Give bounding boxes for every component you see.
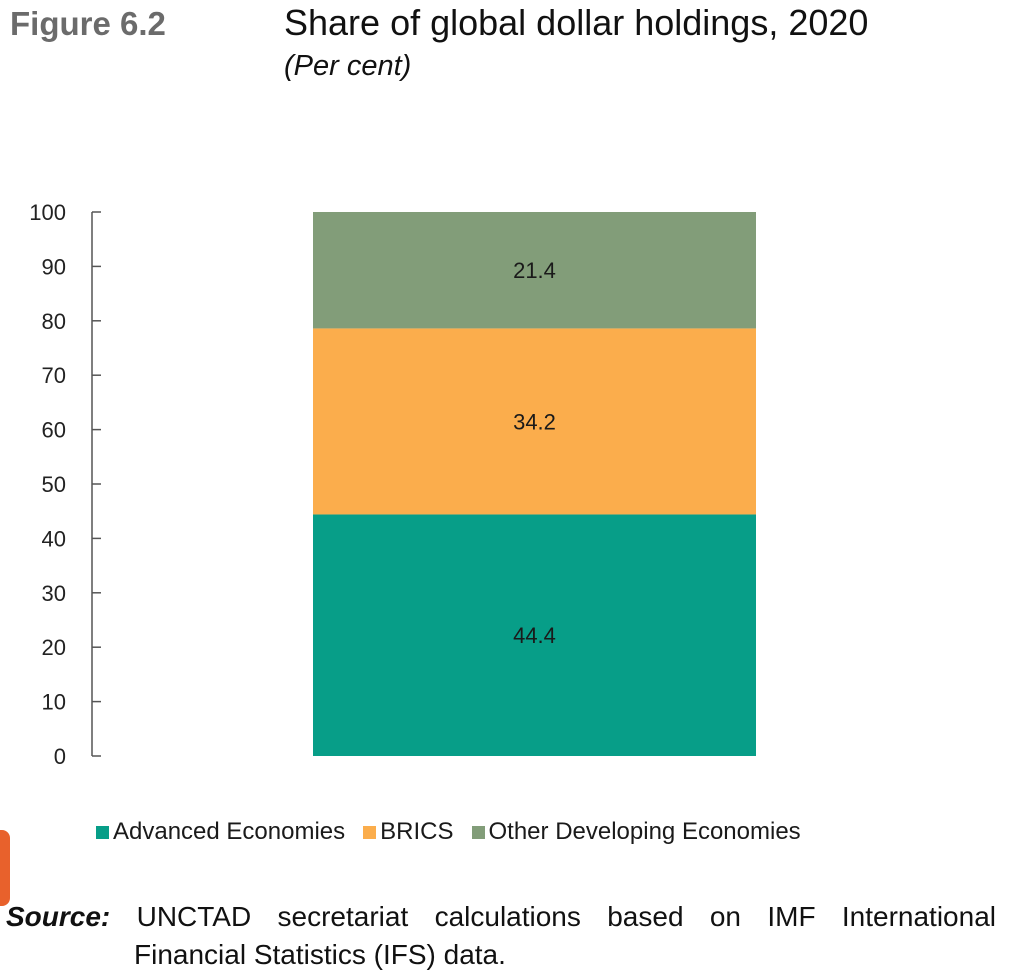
legend-label-other-developing-economies: Other Developing Economies [488,818,801,845]
chart-title: Share of global dollar holdings, 2020 [284,2,869,43]
figure-label: Figure 6.2 [10,5,166,42]
y-tick-label: 30 [42,581,66,606]
chart-legend: Advanced Economies BRICS Other Developin… [96,816,819,848]
bar-segment-advanced-economies [313,514,756,756]
y-tick-label: 90 [42,254,66,279]
data-label-other-developing-economies: 21.4 [513,258,556,283]
y-tick-label: 60 [42,418,66,443]
data-label-brics: 34.2 [513,409,556,434]
legend-label-brics: BRICS [380,818,454,845]
legend-swatch-brics [363,825,377,839]
stacked-bar-chart: 0 10 20 30 40 50 60 70 80 90 100 44.4 34.2 21.4 [29,200,756,769]
y-tick-label: 0 [54,744,66,769]
y-tick-label: 50 [42,472,66,497]
bar-segment-brics [313,328,756,515]
orange-side-tab [0,830,10,906]
legend-item-other-developing-economies: Other Developing Economies [471,816,801,848]
y-tick-label: 70 [42,363,66,388]
source-line-1: Source: UNCTAD secretariat calculations … [6,898,996,936]
legend-label-advanced-economies: Advanced Economies [113,818,346,845]
bar-segment-other-developing-economies [313,212,756,329]
data-label-advanced-economies: 44.4 [513,623,556,648]
y-tick-label: 80 [42,309,66,334]
legend-swatch-other-developing-economies [471,825,485,839]
source-note: Source: UNCTAD secretariat calculations … [6,898,996,974]
y-tick-label: 10 [42,690,66,715]
source-text-2: Financial Statistics (IFS) data. [134,939,506,970]
legend-swatch-advanced-economies [96,825,109,839]
y-tick-label: 40 [42,526,66,551]
legend-item-advanced-economies: Advanced Economies [96,816,345,848]
source-text-1: UNCTAD secretariat calculations based on… [136,901,996,932]
source-label: Source: [6,901,111,932]
y-tick-label: 100 [29,200,66,225]
legend-item-brics: BRICS [363,816,454,848]
y-tick-label: 20 [42,635,66,660]
chart-subtitle: (Per cent) [284,50,412,82]
